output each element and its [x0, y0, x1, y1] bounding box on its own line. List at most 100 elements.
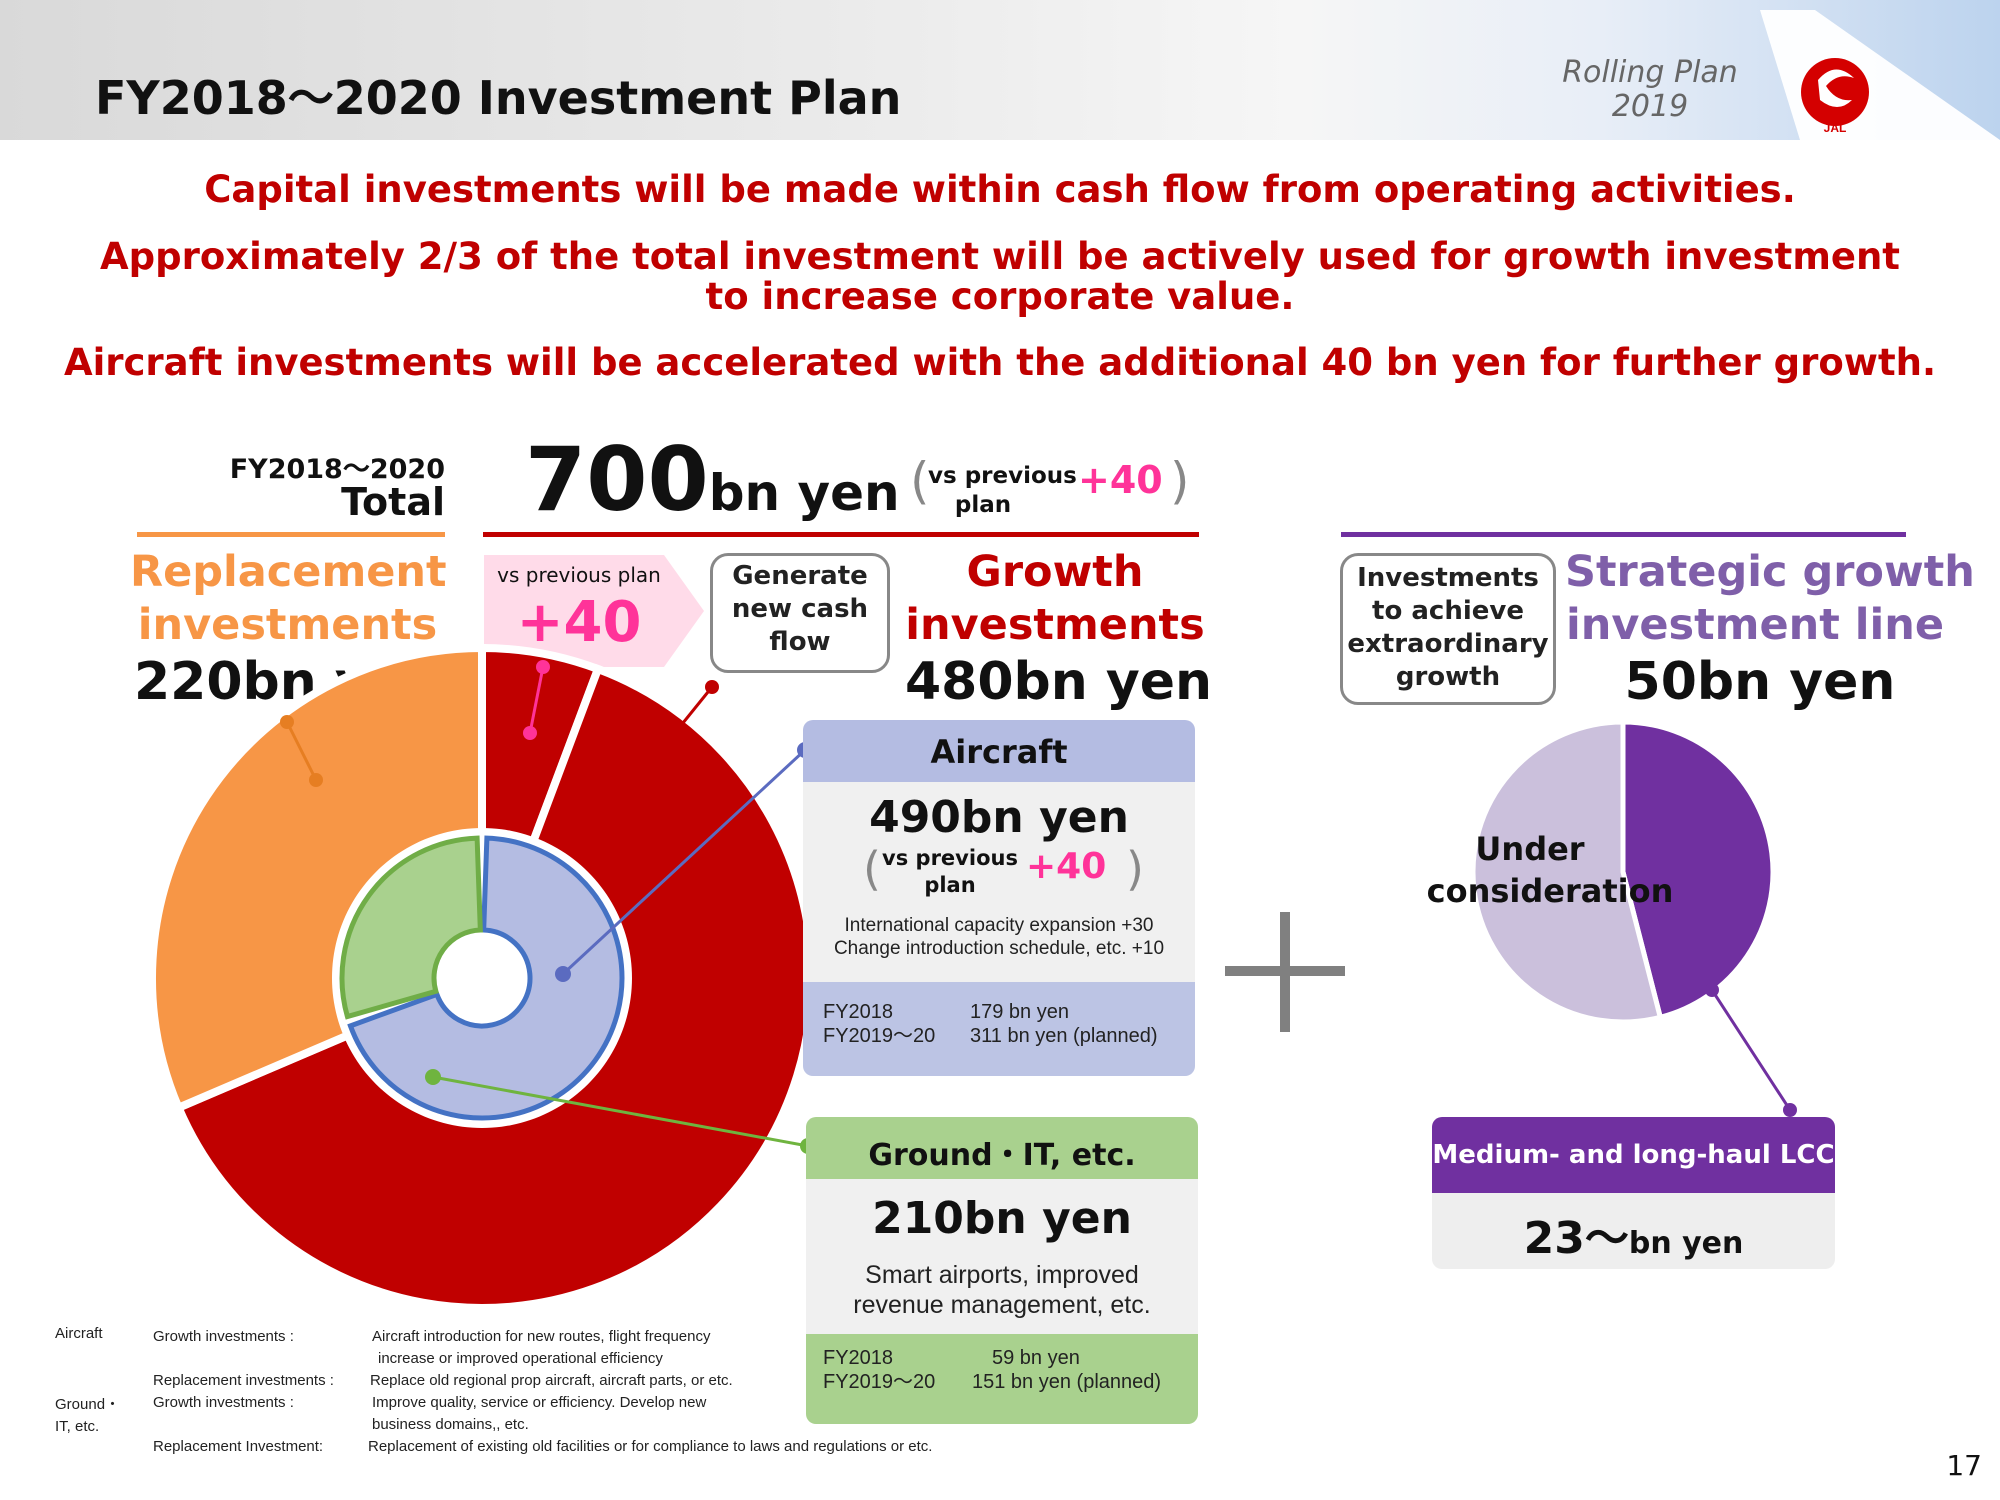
jal-tail-logo: JAL: [1760, 10, 2000, 140]
aircraft-amount: 490bn yen: [869, 792, 1129, 843]
strategic-amount: 50bn yen: [1624, 652, 1896, 712]
ground-detail-1: Smart airports, improved: [865, 1261, 1139, 1289]
growth-amount: 480bn yen: [905, 652, 1213, 712]
legend-ground-growth-text1: Improve quality, service or efficiency. …: [372, 1394, 707, 1411]
replacement-underline: [137, 532, 445, 537]
message-line-1: Capital investments will be made within …: [204, 168, 1796, 211]
main-chart-group: [148, 643, 816, 1312]
legend-aircraft-growth-text1: Aircraft introduction for new routes, fl…: [372, 1328, 711, 1345]
ground-fy2-value: 151 bn yen (planned): [972, 1371, 1162, 1393]
strategic-title: Strategic growth investment line: [1565, 546, 1975, 652]
rolling-plan-line2: 2019: [1611, 89, 1689, 124]
aircraft-connector: [561, 748, 807, 976]
ground-detail-2: revenue management, etc.: [853, 1291, 1151, 1319]
total-amount-number: 700: [525, 428, 709, 531]
rolling-plan-line1: Rolling Plan: [1562, 55, 1738, 90]
growth-connector: [643, 686, 714, 771]
growth-title-line1: Growth: [966, 547, 1144, 597]
replacement-title-line2: investments: [137, 600, 438, 650]
lcc-amount-number: 23～: [1523, 1213, 1629, 1264]
aircraft-dot-chart: [555, 966, 571, 982]
extraordinary-line2: to achieve: [1372, 596, 1524, 626]
replacement-connector: [285, 721, 318, 781]
aircraft-panel-header: [803, 720, 1195, 782]
aircraft-detail-1: International capacity expansion +30: [844, 915, 1154, 936]
logo-text: JAL: [1824, 121, 1847, 135]
lcc-panel-body: [1432, 1193, 1835, 1269]
vs-slice-dot: [523, 726, 537, 740]
ground-fy1-value: 59 bn yen: [992, 1347, 1080, 1369]
growth-title: Growth investments: [905, 546, 1205, 652]
lcc-amount: 23～bn yen: [1432, 1202, 1835, 1266]
strategic-underline: [1341, 532, 1906, 537]
extraordinary-line3: extraordinary: [1347, 629, 1549, 659]
extraordinary-growth-box: Investments to achieve extraordinary gro…: [1340, 553, 1556, 705]
legend-ground-head2: IT, etc.: [55, 1418, 100, 1435]
inner-slice-aircraft: [347, 835, 625, 1121]
strategic-title-line2: investment line: [1565, 600, 1945, 650]
growth-dot-chart: [638, 763, 652, 777]
legend-ground-head: Ground・ IT, etc.: [55, 1394, 120, 1438]
legend-ground-growth-label: Growth investments :: [153, 1394, 294, 1411]
total-vs-line2: plan: [954, 492, 1012, 518]
connector-lines: [280, 660, 816, 1154]
aircraft-fy-labels: FY2018 FY2019～20: [823, 1000, 935, 1048]
vs-banner-value: +40: [516, 590, 642, 655]
total-label: Total: [341, 480, 445, 524]
extraordinary-line1: Investments: [1357, 563, 1539, 593]
ground-panel-header: [806, 1117, 1198, 1179]
ground-fy-values: 59 bn yen 151 bn yen (planned): [972, 1346, 1161, 1394]
legend-ground-repl-text: Replacement of existing old facilities o…: [368, 1438, 933, 1455]
ground-panel-body: [806, 1179, 1198, 1334]
ground-fy-labels: FY2018 FY2019～20: [823, 1346, 935, 1394]
aircraft-vs-value: +40: [1026, 846, 1107, 887]
header-bar: [0, 0, 2000, 140]
lcc-panel-header: [1432, 1117, 1835, 1193]
lcc-amount-unit: bn yen: [1628, 1226, 1744, 1261]
vs-banner-dot: [536, 660, 550, 674]
aircraft-panel-title: Aircraft: [930, 733, 1068, 771]
ground-panel-footer: [806, 1334, 1198, 1424]
aircraft-panel-body: [803, 782, 1195, 982]
legend-aircraft-head: Aircraft: [55, 1325, 103, 1342]
ground-connector: [432, 1075, 809, 1148]
legend-aircraft-repl-label: Replacement investments :: [153, 1372, 334, 1389]
legend-aircraft-growth-label: Growth investments :: [153, 1328, 294, 1345]
replacement-dot-top: [280, 715, 294, 729]
growth-dot-top: [705, 680, 719, 694]
page-title: FY2018～2020 Investment Plan: [95, 71, 902, 125]
generate-cash-flow-box: Generate new cash flow: [710, 553, 890, 673]
total-paren-close: ): [1170, 452, 1190, 510]
cash-flow-line3: flow: [769, 627, 831, 657]
aircraft-vs-line1: vs previous: [882, 846, 1018, 870]
rolling-plan-label: Rolling Plan 2019: [1520, 56, 1780, 124]
small-chart-group: [1470, 719, 1776, 1025]
vs-previous-plan-banner: [484, 555, 704, 667]
growth-underline: [483, 532, 1199, 537]
total-amount-unit: bn yen: [708, 464, 900, 522]
legend-ground-repl-label: Replacement Investment:: [153, 1438, 324, 1455]
message-line-2b: to increase corporate value.: [705, 275, 1295, 318]
strategic-title-line1: Strategic growth: [1565, 547, 1975, 597]
ground-details: Smart airports, improved revenue managem…: [806, 1260, 1198, 1320]
total-period: FY2018～2020: [229, 454, 445, 485]
message-line-2a: Approximately 2/3 of the total investmen…: [100, 235, 1900, 278]
aircraft-details: International capacity expansion +30 Cha…: [803, 914, 1195, 960]
ground-fy2-label: FY2019～20: [823, 1371, 936, 1393]
growth-title-line2: investments: [905, 600, 1205, 650]
aircraft-panel-footer: [803, 982, 1195, 1076]
aircraft-paren-close: ): [1126, 842, 1144, 896]
replacement-dot-chart: [309, 773, 323, 787]
aircraft-detail-2: Change introduction schedule, etc. +10: [833, 938, 1165, 959]
aircraft-vs-label: vs previous plan: [880, 845, 1020, 899]
aircraft-fy1-label: FY2018: [823, 1001, 894, 1023]
crane-logo-icon: [1801, 58, 1869, 126]
slice-under-consideration: [1470, 719, 1664, 1025]
legend-ground-growth-text2: business domains,, etc.: [372, 1416, 529, 1433]
cash-flow-line1: Generate: [732, 561, 868, 591]
aircraft-fy-values: 179 bn yen 311 bn yen (planned): [970, 1000, 1158, 1048]
aircraft-fy2-label: FY2019～20: [823, 1025, 936, 1047]
aircraft-paren-open: (: [863, 842, 881, 896]
